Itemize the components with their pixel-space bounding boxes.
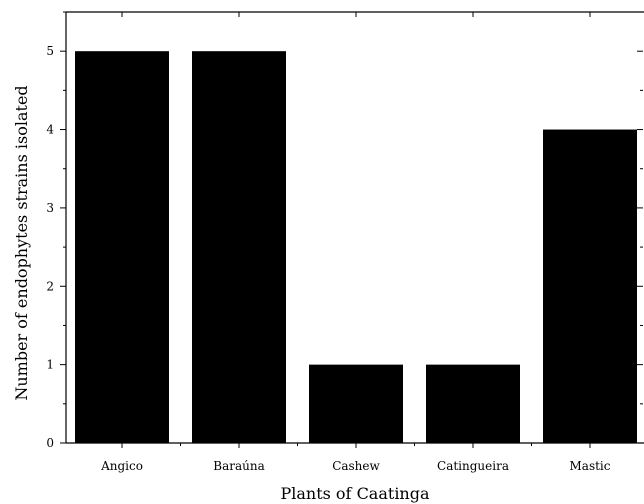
x-tick-label: Angico <box>100 459 143 473</box>
bars-group <box>75 51 637 443</box>
y-tick-label: 3 <box>46 201 54 215</box>
x-tick-label: Catingueira <box>437 459 509 473</box>
y-tick-label: 2 <box>46 279 54 293</box>
ticks-group <box>60 11 643 448</box>
bar-cashew <box>309 364 403 443</box>
bar-bara-na <box>192 51 286 443</box>
bar-angico <box>75 51 169 443</box>
y-tick-label: 1 <box>46 358 54 372</box>
y-axis-label: Number of endophytes strains isolated <box>12 85 31 400</box>
bar-catingueira <box>426 364 520 443</box>
x-tick-label: Mastic <box>570 459 611 473</box>
x-tick-label: Baraúna <box>213 459 264 473</box>
tick-labels-group: Angico Baraúna Cashew Catingueira Mastic 0 1 2 3… <box>46 44 610 473</box>
y-tick-label: 0 <box>46 436 54 450</box>
y-tick-label: 4 <box>46 123 54 137</box>
y-tick-label: 5 <box>46 44 54 58</box>
x-axis-label: Plants of Caatinga <box>280 484 430 503</box>
x-tick-label: Cashew <box>332 459 380 473</box>
bar-mastic <box>543 129 637 443</box>
axes-group <box>65 11 644 444</box>
